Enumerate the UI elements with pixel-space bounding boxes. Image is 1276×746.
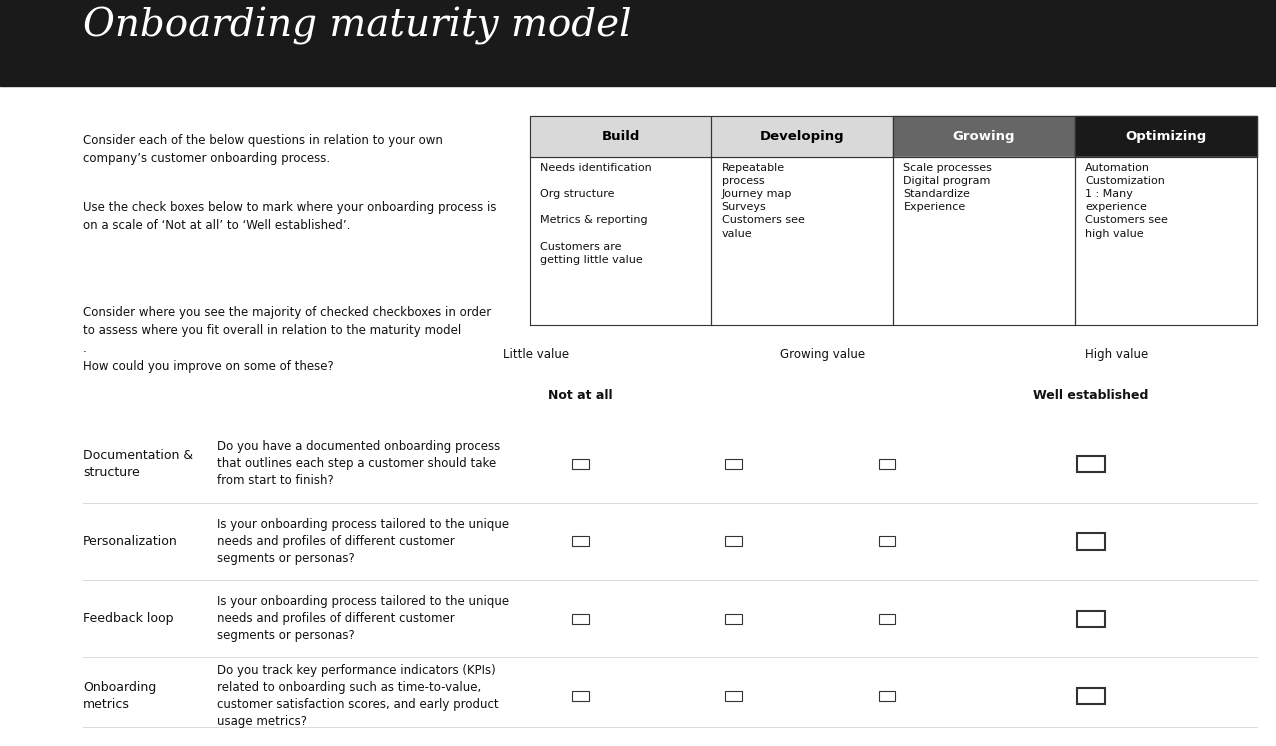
Text: Automation
Customization
1 : Many
experience
Customers see
high value: Automation Customization 1 : Many experi… (1085, 163, 1168, 239)
Text: Onboarding
metrics: Onboarding metrics (83, 681, 156, 711)
Bar (712, 157, 893, 325)
Text: Feedback loop: Feedback loop (83, 612, 174, 625)
Text: Do you have a documented onboarding process
that outlines each step a customer s: Do you have a documented onboarding proc… (217, 440, 500, 487)
Bar (572, 536, 590, 546)
Bar (725, 614, 743, 624)
Bar (1077, 610, 1105, 627)
Bar (878, 692, 894, 701)
Bar (530, 116, 712, 157)
Bar (712, 116, 893, 157)
Bar (572, 692, 590, 701)
Bar (530, 157, 712, 325)
Text: Developing: Developing (760, 130, 845, 142)
Text: Build: Build (601, 130, 639, 142)
Bar (725, 536, 743, 546)
Bar (1077, 456, 1105, 472)
Bar (572, 459, 590, 468)
Text: Use the check boxes below to mark where your onboarding process is
on a scale of: Use the check boxes below to mark where … (83, 201, 496, 233)
Text: Consider each of the below questions in relation to your own
company’s customer : Consider each of the below questions in … (83, 134, 443, 166)
Text: Not at all: Not at all (549, 389, 612, 402)
Bar (1074, 157, 1257, 325)
Text: Little value: Little value (503, 348, 569, 361)
Text: High value: High value (1085, 348, 1148, 361)
Text: Needs identification

Org structure

Metrics & reporting

Customers are
getting : Needs identification Org structure Metri… (540, 163, 652, 265)
Text: Consider where you see the majority of checked checkboxes in order
to assess whe: Consider where you see the majority of c… (83, 306, 491, 373)
Text: Scale processes
Digital program
Standardize
Experience: Scale processes Digital program Standard… (903, 163, 993, 212)
Bar (1077, 688, 1105, 704)
Text: Personalization: Personalization (83, 535, 177, 548)
Text: Is your onboarding process tailored to the unique
needs and profiles of differen: Is your onboarding process tailored to t… (217, 595, 509, 642)
Bar (878, 459, 894, 468)
Text: Onboarding maturity model: Onboarding maturity model (83, 7, 632, 45)
Bar (893, 116, 1074, 157)
Bar (1074, 116, 1257, 157)
Bar (878, 614, 894, 624)
Text: Optimizing: Optimizing (1125, 130, 1207, 142)
Text: Well established: Well established (1034, 389, 1148, 402)
Text: Repeatable
process
Journey map
Surveys
Customers see
value: Repeatable process Journey map Surveys C… (722, 163, 804, 239)
Bar (725, 692, 743, 701)
Text: Growing value: Growing value (781, 348, 865, 361)
Bar (572, 614, 590, 624)
Bar (893, 157, 1074, 325)
Text: Is your onboarding process tailored to the unique
needs and profiles of differen: Is your onboarding process tailored to t… (217, 518, 509, 565)
Text: Do you track key performance indicators (KPIs)
related to onboarding such as tim: Do you track key performance indicators … (217, 664, 499, 728)
Bar (0, 0, 1276, 86)
Bar (725, 459, 743, 468)
Bar (1077, 533, 1105, 550)
Bar (878, 536, 894, 546)
Text: Documentation &
structure: Documentation & structure (83, 449, 193, 479)
Text: Growing: Growing (953, 130, 1016, 142)
